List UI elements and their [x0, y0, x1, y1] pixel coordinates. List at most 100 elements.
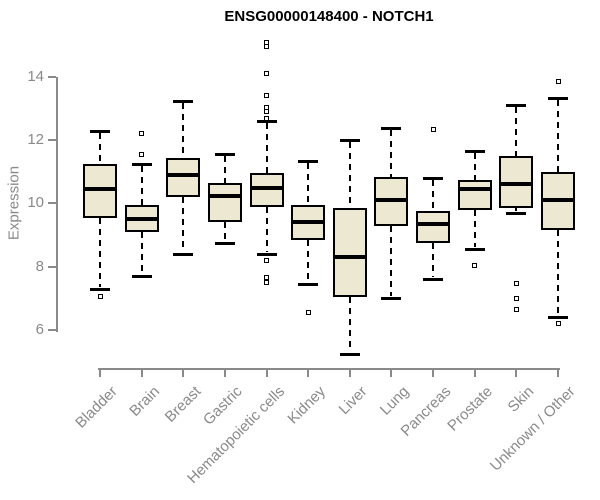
y-tick-label: 8: [35, 257, 44, 275]
whisker-cap-lower-liver: [339, 352, 360, 356]
whisker-lower-liver: [348, 296, 351, 352]
whisker-cap-upper-brain: [131, 162, 152, 166]
whisker-cap-upper-prostate: [464, 150, 485, 154]
whisker-cap-upper-skin: [506, 104, 527, 108]
x-tick-label-breast: Breast: [161, 383, 205, 426]
outlier-hematopoietic-cells: [264, 104, 270, 110]
x-tick-mark: [390, 370, 393, 377]
whisker-lower-brain: [140, 231, 143, 275]
x-tick-mark: [140, 370, 143, 377]
whisker-cap-lower-bladder: [90, 287, 110, 291]
whisker-cap-lower-prostate: [464, 248, 485, 252]
whisker-lower-prostate: [473, 209, 476, 248]
median-lung: [374, 198, 409, 203]
x-tick-mark: [265, 370, 268, 377]
x-tick-mark: [515, 370, 518, 377]
y-tick-mark: [48, 202, 56, 205]
x-tick-mark: [223, 370, 226, 377]
outlier-hematopoietic-cells: [264, 109, 270, 115]
whisker-cap-upper-unknown-other: [548, 96, 569, 100]
y-tick-label: 10: [27, 194, 44, 212]
y-tick-mark: [48, 265, 56, 268]
whisker-cap-lower-brain: [131, 275, 152, 279]
y-tick-mark: [48, 328, 56, 331]
outlier-hematopoietic-cells: [264, 115, 270, 121]
whisker-cap-lower-kidney: [298, 282, 319, 286]
outlier-pancreas: [430, 126, 436, 132]
outlier-hematopoietic-cells: [264, 39, 270, 45]
whisker-lower-bladder: [99, 217, 101, 287]
outlier-unknown-other: [555, 79, 561, 85]
whisker-upper-kidney: [307, 162, 310, 205]
x-axis-line: [98, 368, 561, 370]
x-tick-label-liver: Liver: [335, 383, 371, 419]
median-liver: [332, 255, 367, 260]
whisker-upper-unknown-other: [557, 99, 560, 172]
x-tick-mark: [182, 370, 185, 377]
box-pancreas: [416, 211, 451, 243]
x-tick-mark: [99, 370, 101, 377]
chart-title: ENSG00000148400 - NOTCH1: [224, 8, 434, 25]
y-axis-line: [56, 77, 58, 332]
median-hematopoietic-cells: [249, 185, 284, 190]
outlier-brain: [139, 151, 145, 157]
y-tick-label: 6: [35, 320, 44, 338]
outlier-hematopoietic-cells: [264, 93, 270, 99]
median-brain: [124, 217, 159, 222]
whisker-cap-upper-lung: [381, 126, 402, 130]
y-tick-mark: [48, 139, 56, 142]
whisker-upper-lung: [390, 129, 393, 177]
whisker-cap-lower-gastric: [214, 241, 235, 245]
box-breast: [166, 157, 201, 198]
x-tick-label-brain: Brain: [125, 383, 163, 420]
whisker-cap-lower-skin: [506, 211, 527, 215]
x-tick-mark: [557, 370, 560, 377]
whisker-upper-brain: [140, 165, 143, 205]
whisker-cap-lower-unknown-other: [548, 316, 569, 320]
median-prostate: [457, 187, 492, 192]
median-breast: [166, 172, 201, 177]
box-skin: [499, 156, 534, 209]
whisker-cap-upper-breast: [173, 99, 194, 103]
whisker-cap-lower-hematopoietic-cells: [256, 252, 277, 256]
whisker-lower-gastric: [223, 222, 226, 241]
outlier-skin: [513, 306, 519, 312]
whisker-lower-lung: [390, 225, 393, 297]
median-kidney: [291, 220, 326, 225]
whisker-lower-kidney: [307, 239, 310, 282]
x-tick-mark: [307, 370, 310, 377]
whisker-lower-skin: [515, 208, 518, 211]
whisker-lower-breast: [182, 197, 185, 252]
median-skin: [499, 182, 534, 187]
x-tick-mark: [473, 370, 476, 377]
whisker-cap-upper-hematopoietic-cells: [256, 120, 277, 124]
outlier-kidney: [305, 309, 311, 315]
outlier-bladder: [97, 294, 103, 300]
outlier-prostate: [472, 262, 478, 268]
whisker-cap-upper-kidney: [298, 159, 319, 163]
outlier-hematopoietic-cells: [264, 275, 270, 281]
outlier-skin: [513, 281, 519, 287]
outlier-hematopoietic-cells: [264, 44, 270, 50]
box-liver: [332, 208, 367, 297]
outlier-hematopoietic-cells: [264, 257, 270, 263]
whisker-cap-lower-lung: [381, 297, 402, 301]
whisker-lower-hematopoietic-cells: [265, 206, 268, 252]
whisker-upper-breast: [182, 102, 185, 158]
y-tick-label: 14: [27, 68, 44, 85]
whisker-upper-gastric: [223, 156, 226, 183]
whisker-lower-pancreas: [432, 242, 435, 278]
whisker-cap-upper-liver: [339, 139, 360, 143]
outlier-hematopoietic-cells: [264, 71, 270, 77]
whisker-lower-unknown-other: [557, 230, 560, 316]
outlier-unknown-other: [555, 320, 561, 326]
whisker-upper-bladder: [99, 132, 101, 164]
y-tick-mark: [48, 76, 56, 78]
median-bladder: [83, 187, 117, 192]
whisker-cap-upper-bladder: [90, 129, 110, 133]
x-tick-mark: [432, 370, 435, 377]
box-hematopoietic-cells: [249, 173, 284, 207]
whisker-cap-lower-pancreas: [423, 278, 444, 282]
whisker-upper-skin: [515, 107, 518, 156]
